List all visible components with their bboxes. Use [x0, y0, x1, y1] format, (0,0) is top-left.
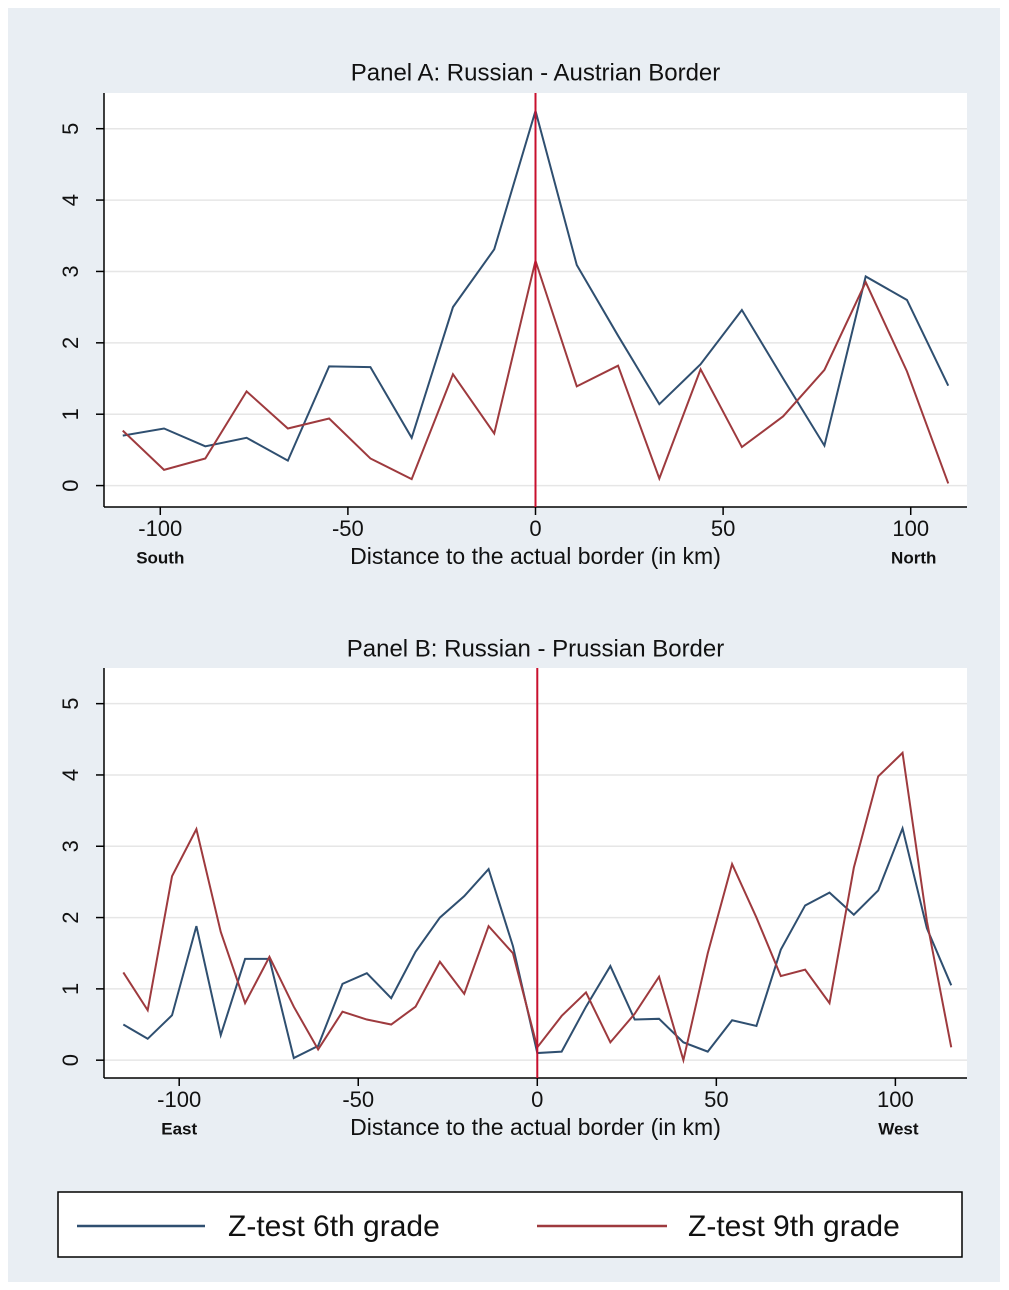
x-tick-label: -50 — [332, 516, 364, 541]
y-tick-label: 4 — [58, 194, 83, 206]
annotation: East — [161, 1119, 197, 1138]
y-tick-label: 1 — [58, 983, 83, 995]
x-tick-label: 100 — [892, 516, 929, 541]
x-tick-label: 50 — [711, 516, 735, 541]
x-tick-label: -100 — [157, 1087, 201, 1112]
plot-area — [104, 668, 967, 1078]
y-tick-label: 0 — [58, 479, 83, 491]
x-tick-label: 50 — [704, 1087, 728, 1112]
annotation: North — [891, 548, 936, 567]
chart-title: Panel B: Russian - Prussian Border — [347, 635, 725, 662]
legend-label: Z-test 9th grade — [688, 1210, 900, 1243]
y-tick-label: 5 — [58, 123, 83, 135]
y-tick-label: 1 — [58, 408, 83, 420]
x-tick-label: 0 — [531, 1087, 543, 1112]
x-tick-label: 100 — [877, 1087, 914, 1112]
x-axis-label: Distance to the actual border (in km) — [350, 1114, 721, 1140]
annotation: West — [878, 1119, 919, 1138]
y-tick-label: 3 — [58, 840, 83, 852]
x-tick-label: -100 — [138, 516, 182, 541]
x-axis-label: Distance to the actual border (in km) — [350, 543, 721, 569]
y-tick-label: 2 — [58, 337, 83, 349]
x-tick-label: 0 — [529, 516, 541, 541]
y-tick-label: 4 — [58, 769, 83, 781]
x-tick-label: -50 — [342, 1087, 374, 1112]
legend-label: Z-test 6th grade — [228, 1210, 440, 1243]
y-tick-label: 0 — [58, 1054, 83, 1066]
annotation: South — [136, 548, 184, 567]
y-tick-label: 2 — [58, 911, 83, 923]
legend — [57, 1191, 963, 1258]
y-tick-label: 5 — [58, 698, 83, 710]
y-tick-label: 3 — [58, 265, 83, 277]
chart-title: Panel A: Russian - Austrian Border — [351, 59, 721, 86]
